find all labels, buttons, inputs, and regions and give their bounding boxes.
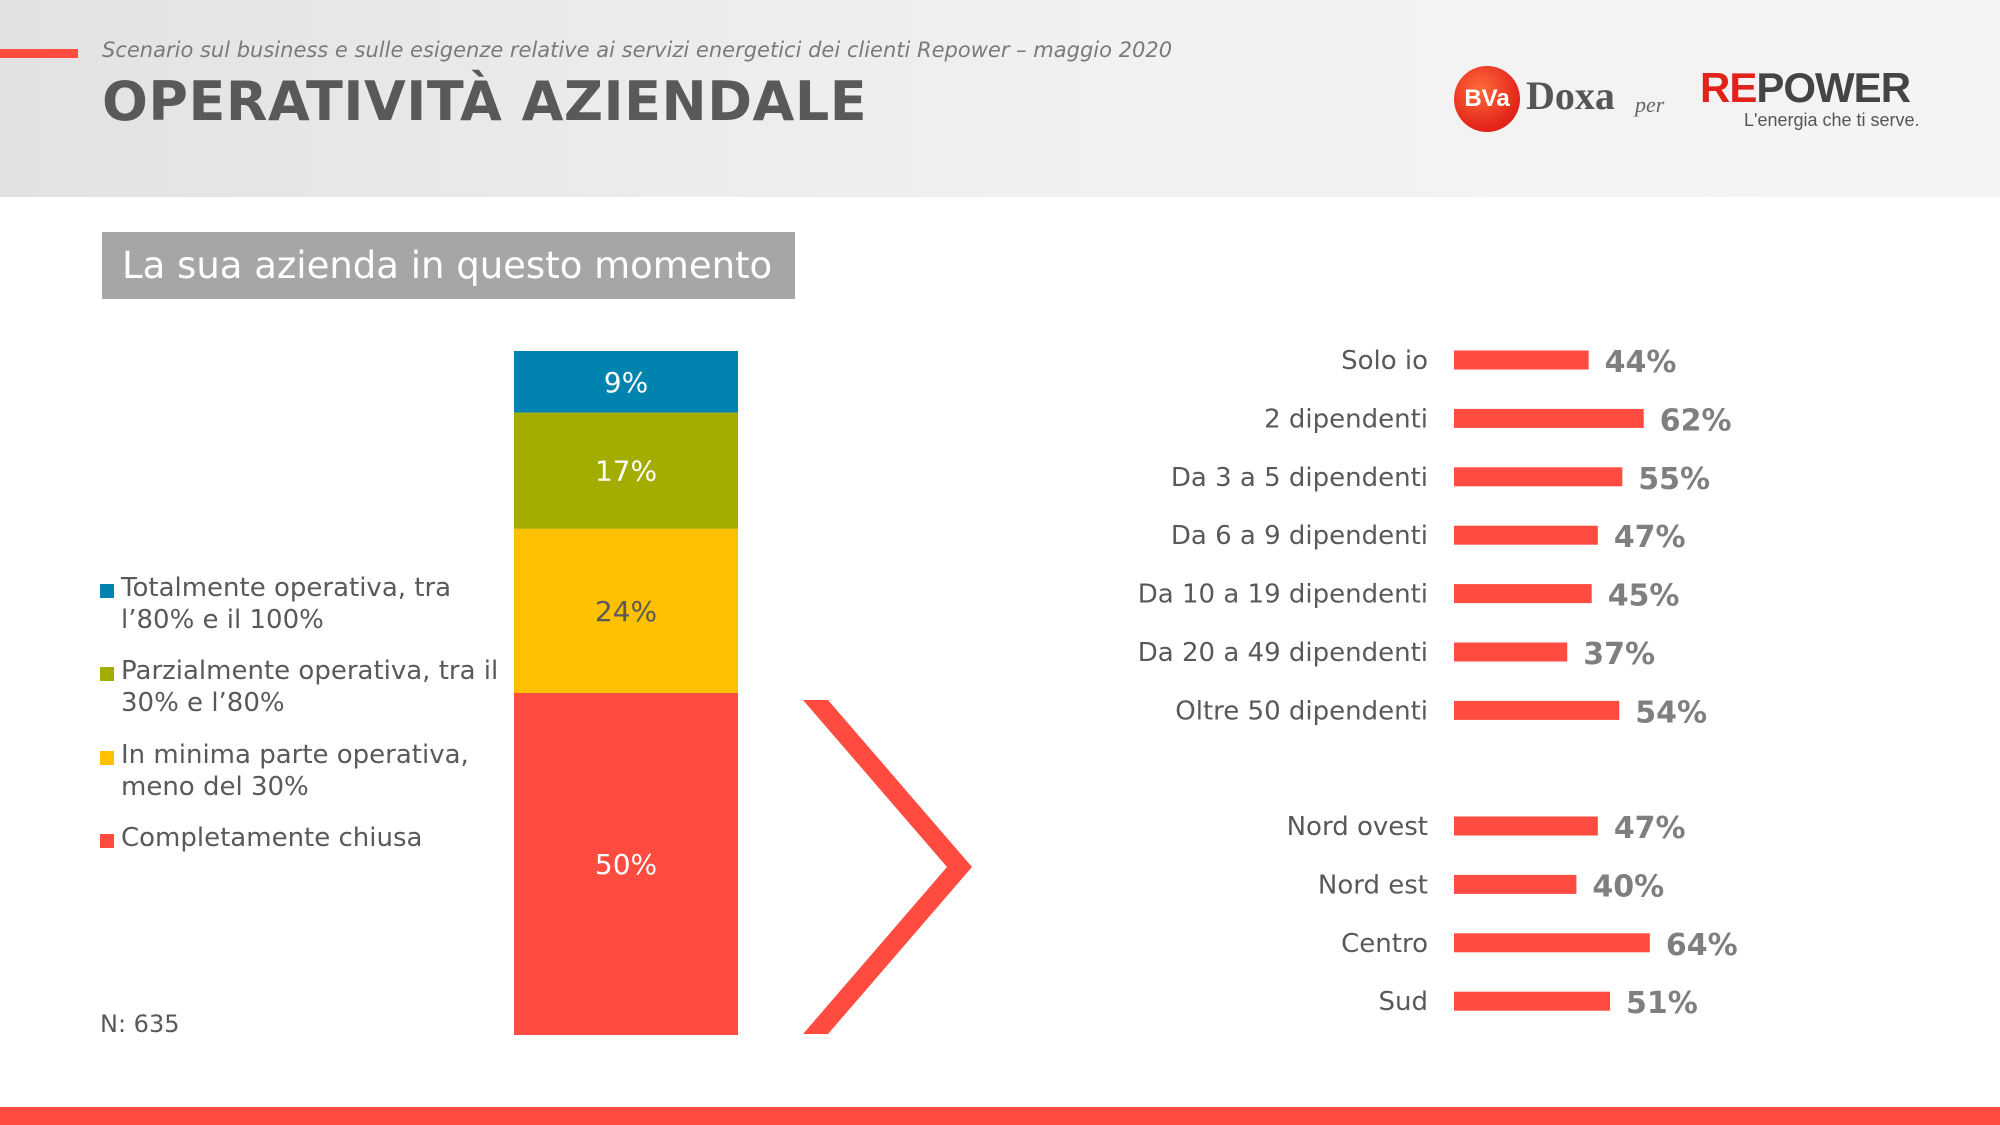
value-label: 64% — [1666, 928, 1738, 963]
stack-segment-0 — [514, 351, 738, 413]
bva-logo: BVa — [1454, 66, 1520, 132]
value-label: 55% — [1638, 462, 1710, 497]
category-label: Da 10 a 19 dipendenti — [1138, 580, 1428, 610]
question-box: La sua azienda in questo momento è: — [102, 232, 795, 354]
category-label: Sud — [1379, 987, 1429, 1017]
value-label: 40% — [1592, 869, 1664, 904]
legend-label: In minima parte operativa, meno del 30% — [121, 740, 469, 802]
stack-segment-3 — [514, 693, 738, 1035]
hbar — [1454, 933, 1650, 953]
stack-segment-label-0: 9% — [604, 366, 648, 399]
category-label: Da 20 a 49 dipendenti — [1138, 638, 1428, 668]
stack-segment-1 — [514, 412, 738, 529]
legend-label: Completamente chiusa — [121, 823, 423, 853]
repower-tagline: L'energia che ti serve. — [1744, 110, 1920, 130]
value-label: 45% — [1608, 579, 1680, 614]
value-label: 54% — [1635, 695, 1707, 730]
category-label: Solo io — [1341, 346, 1428, 376]
category-label: Oltre 50 dipendenti — [1175, 696, 1428, 726]
legend-swatch-yellow — [100, 751, 114, 765]
category-label: Centro — [1341, 929, 1428, 959]
value-label: 37% — [1583, 637, 1655, 672]
logos: BVa Doxa per REPOWER L'energia che ti se… — [1450, 58, 1930, 148]
page-subtitle: Scenario sul business e sulle esigenze r… — [102, 38, 1173, 62]
category-label: Da 6 a 9 dipendenti — [1171, 521, 1428, 551]
hbar — [1454, 467, 1623, 487]
hbar — [1454, 350, 1589, 370]
value-label: 62% — [1660, 403, 1732, 438]
hbar — [1454, 874, 1577, 894]
stack-segment-label-1: 17% — [595, 455, 657, 488]
per-label: per — [1635, 92, 1665, 117]
value-label: 47% — [1614, 811, 1686, 846]
legend-swatch-blue — [100, 584, 114, 598]
doxa-logo: Doxa — [1526, 73, 1615, 118]
page-title: OPERATIVITÀ AZIENDALE — [102, 70, 868, 133]
legend-label: Parzialmente operativa, tra il 30% e l’8… — [121, 656, 499, 718]
value-label: 44% — [1605, 345, 1677, 380]
value-label: 47% — [1614, 520, 1686, 555]
stack-segment-label-3: 50% — [595, 848, 657, 881]
category-label: Nord ovest — [1287, 812, 1428, 842]
category-label: 2 dipendenti — [1264, 404, 1428, 434]
header-accent-line — [0, 49, 78, 58]
repower-logo-rest: POWER — [1756, 64, 1911, 111]
hbar — [1454, 408, 1644, 428]
legend-swatch-green — [100, 667, 114, 681]
footer-accent-bar — [0, 1107, 2000, 1125]
hbar — [1454, 816, 1598, 836]
hbar — [1454, 991, 1611, 1011]
stack-segment-label-2: 24% — [595, 595, 657, 628]
category-label: Da 3 a 5 dipendenti — [1171, 463, 1428, 493]
hbar — [1454, 700, 1620, 720]
repower-logo-re: RE — [1700, 64, 1757, 111]
value-label: 51% — [1626, 986, 1698, 1021]
stack-segment-2 — [514, 528, 738, 693]
hbar — [1454, 584, 1592, 604]
sample-size-label: N: 635 — [100, 1010, 180, 1038]
hbar — [1454, 642, 1568, 662]
hbar — [1454, 525, 1598, 545]
legend-swatch-red — [100, 834, 114, 848]
repower-logo: REPOWER — [1700, 64, 1911, 112]
legend-label: Totalmente operativa, tra l’80% e il 100… — [121, 573, 452, 635]
category-label: Nord est — [1318, 870, 1428, 900]
header-banner — [0, 0, 2000, 197]
